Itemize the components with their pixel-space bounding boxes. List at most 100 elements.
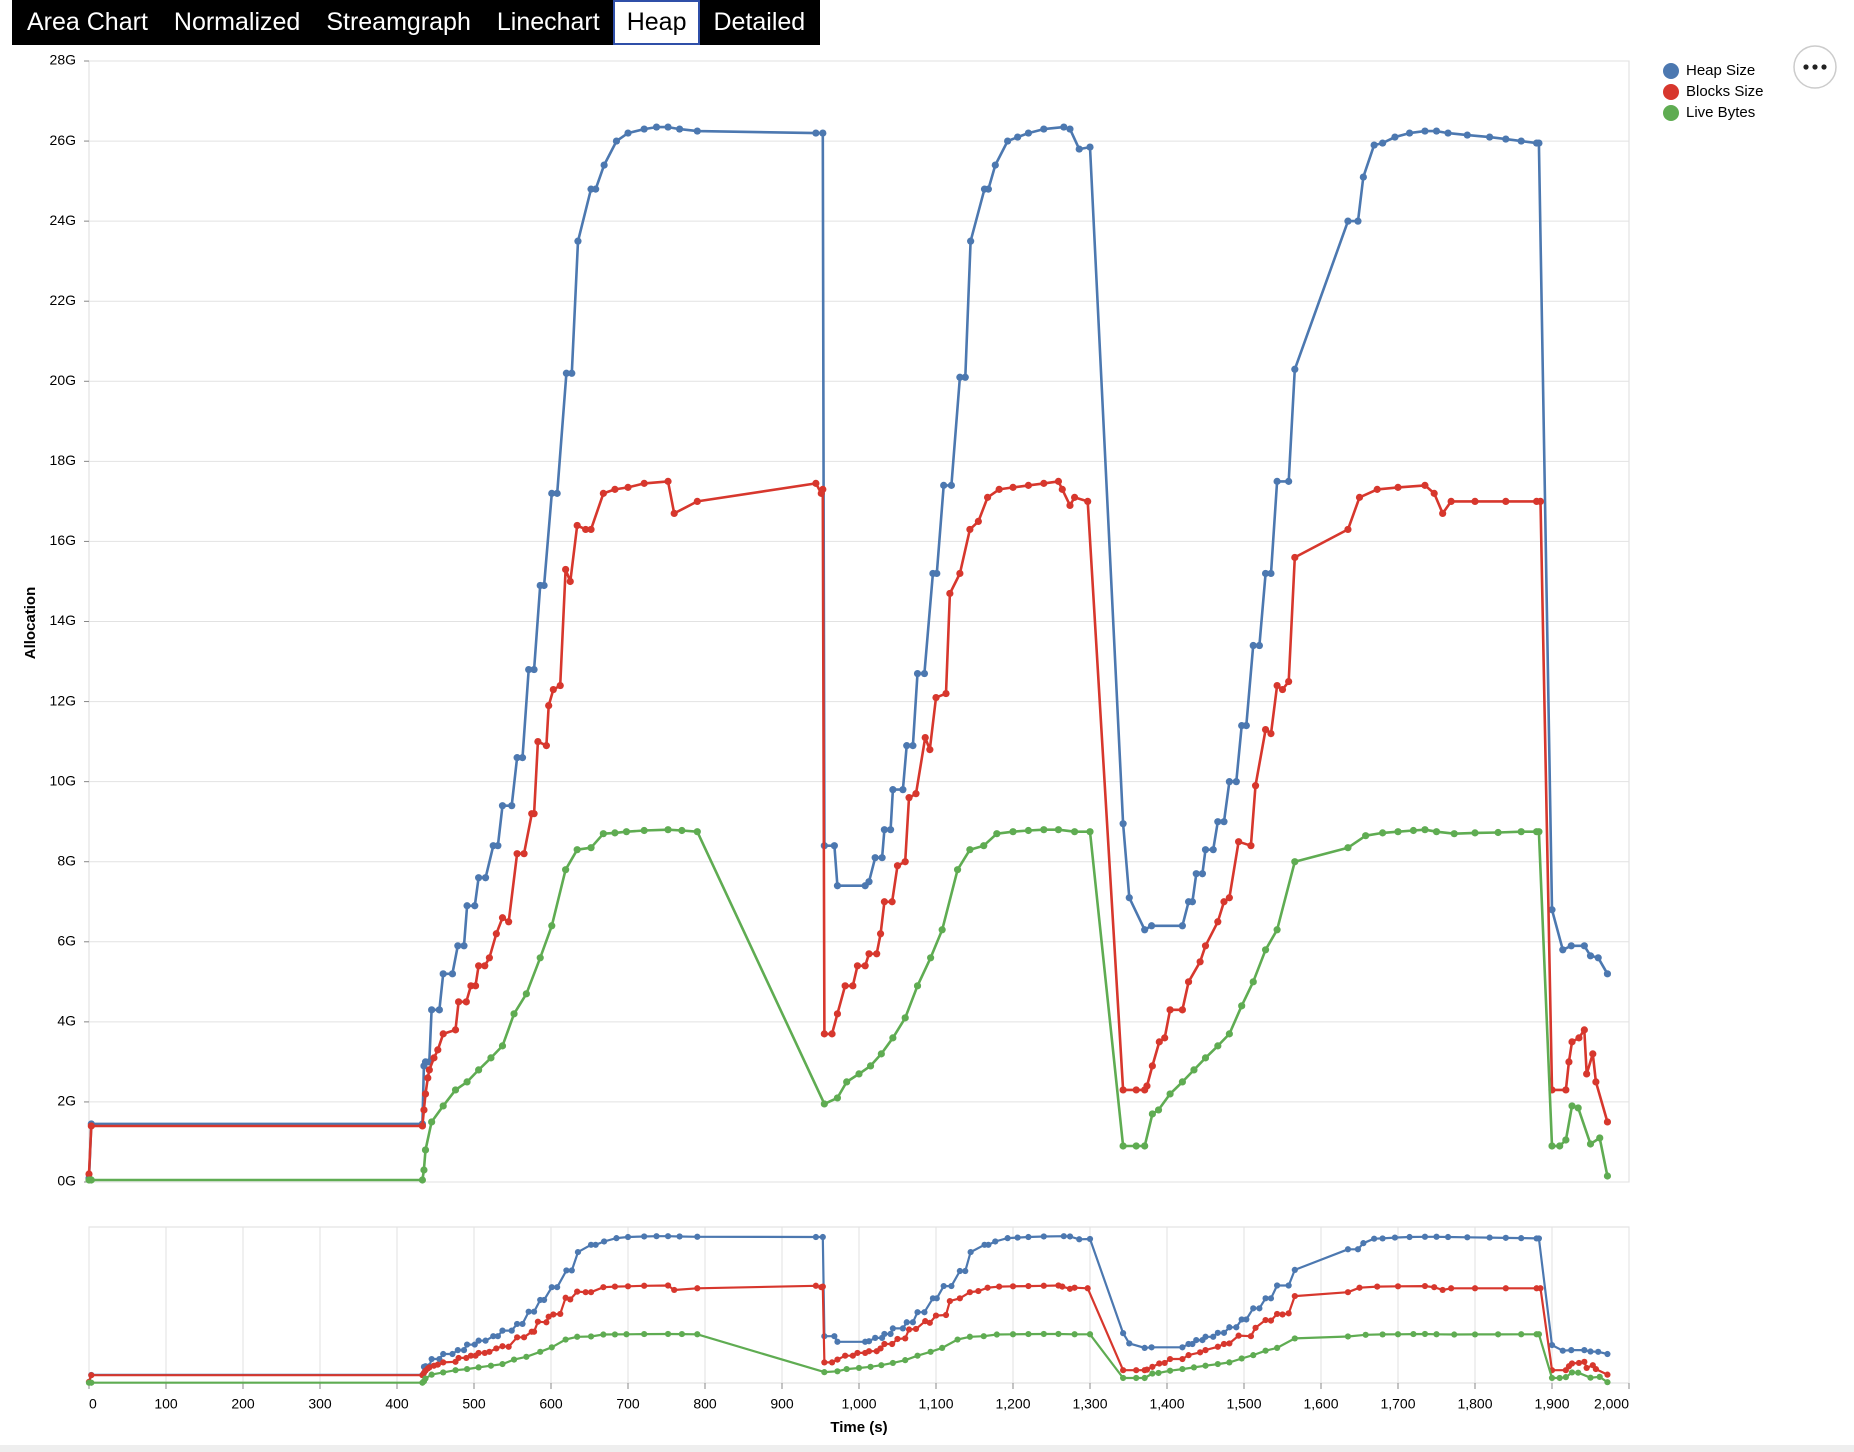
overview-point — [1518, 1235, 1525, 1242]
tab[interactable]: Heap — [612, 0, 701, 45]
overview-point — [1362, 1331, 1369, 1338]
overview-point — [1568, 1369, 1576, 1376]
main-point — [983, 493, 992, 501]
overview-point — [1185, 1352, 1192, 1359]
overview-point — [1448, 1285, 1455, 1292]
overview-point — [1374, 1283, 1381, 1290]
x-tick-label: 1,300 — [1072, 1396, 1107, 1412]
overview-point — [1604, 1379, 1611, 1386]
overview-point — [1604, 1350, 1611, 1358]
overview-point — [1226, 1359, 1233, 1366]
main-point — [481, 874, 490, 882]
main-point — [525, 665, 533, 674]
x-tick-label: 900 — [770, 1396, 794, 1412]
overview-point — [1562, 1374, 1569, 1381]
tab[interactable]: Streamgraph — [313, 0, 484, 45]
overview-point — [834, 1356, 841, 1363]
overview-point — [1502, 1285, 1509, 1292]
main-point — [1232, 778, 1240, 786]
x-tick-label: 300 — [308, 1396, 332, 1412]
overview-point — [499, 1343, 506, 1350]
main-point — [974, 517, 982, 526]
main-point — [820, 1100, 828, 1108]
overview-point — [537, 1348, 544, 1355]
overview-point — [1210, 1333, 1217, 1340]
tab[interactable]: Linechart — [483, 0, 613, 45]
overview-point — [1202, 1362, 1209, 1369]
main-point — [933, 569, 941, 578]
y-tick-label: 24G — [50, 212, 76, 228]
overview-point — [812, 1233, 819, 1241]
main-point — [475, 874, 483, 882]
overview-point — [1592, 1365, 1599, 1373]
main-point — [1379, 139, 1387, 147]
overview-point — [463, 1365, 471, 1373]
tab[interactable]: Area Chart — [14, 0, 161, 45]
main-point — [1291, 365, 1299, 373]
main-point — [909, 742, 917, 750]
tab[interactable]: Normalized — [160, 0, 314, 45]
menu-dot[interactable] — [1821, 64, 1827, 70]
main-point — [995, 485, 1003, 493]
x-tick-label: 600 — [539, 1396, 563, 1412]
main-point — [1471, 829, 1479, 837]
main-point — [664, 477, 672, 485]
y-tick-label: 12G — [50, 692, 76, 708]
menu-dot[interactable] — [1803, 64, 1809, 70]
main-point — [451, 1086, 460, 1094]
main-point — [1058, 485, 1066, 493]
main-point — [1486, 133, 1494, 141]
overview-point — [940, 1282, 947, 1290]
main-point — [1354, 217, 1362, 225]
main-point — [926, 746, 934, 754]
main-point — [530, 665, 538, 674]
tab[interactable]: Detailed — [700, 0, 819, 45]
x-tick-label: 700 — [616, 1396, 640, 1412]
main-point — [1432, 828, 1441, 836]
main-point — [1273, 477, 1281, 485]
overview-point — [1120, 1330, 1127, 1337]
main-point — [600, 161, 608, 169]
main-point — [1580, 1026, 1588, 1034]
legend-swatch — [1663, 63, 1679, 79]
menu-dot[interactable] — [1812, 64, 1818, 70]
overview-point — [1379, 1235, 1386, 1242]
overview-point — [1133, 1367, 1140, 1374]
main-point — [866, 1062, 875, 1070]
main-point — [849, 982, 857, 990]
overview-point — [510, 1356, 518, 1363]
overview-point — [831, 1333, 838, 1340]
y-tick-label: 8G — [57, 852, 76, 868]
x-tick-label: 1,900 — [1534, 1396, 1569, 1412]
y-tick-label: 6G — [57, 932, 76, 948]
main-point — [548, 489, 556, 497]
overview-point — [487, 1362, 495, 1369]
overview-point — [1556, 1374, 1563, 1382]
menu-button[interactable] — [1793, 45, 1837, 89]
overview-point — [582, 1289, 589, 1296]
main-point — [1502, 497, 1510, 505]
main-point — [556, 681, 564, 690]
main-point — [518, 754, 527, 762]
main-point — [428, 1118, 436, 1126]
main-point — [893, 862, 902, 870]
overview-point — [1344, 1246, 1352, 1253]
main-point — [1450, 830, 1458, 838]
overview-point — [678, 1330, 686, 1338]
main-point — [670, 509, 678, 518]
main-point — [819, 485, 827, 493]
main-point — [421, 1090, 430, 1098]
main-point — [833, 1010, 842, 1018]
main-point — [421, 1146, 430, 1154]
main-line — [87, 480, 1609, 1175]
overview-point — [975, 1287, 982, 1295]
main-point — [1379, 829, 1387, 837]
overview-point — [956, 1295, 963, 1302]
overview-point — [1190, 1364, 1198, 1371]
overview-point — [905, 1326, 913, 1333]
overview-point — [1394, 1331, 1402, 1338]
main-point — [843, 1078, 851, 1086]
overview-point — [574, 1248, 582, 1256]
legend-label: Live Bytes — [1686, 104, 1755, 121]
